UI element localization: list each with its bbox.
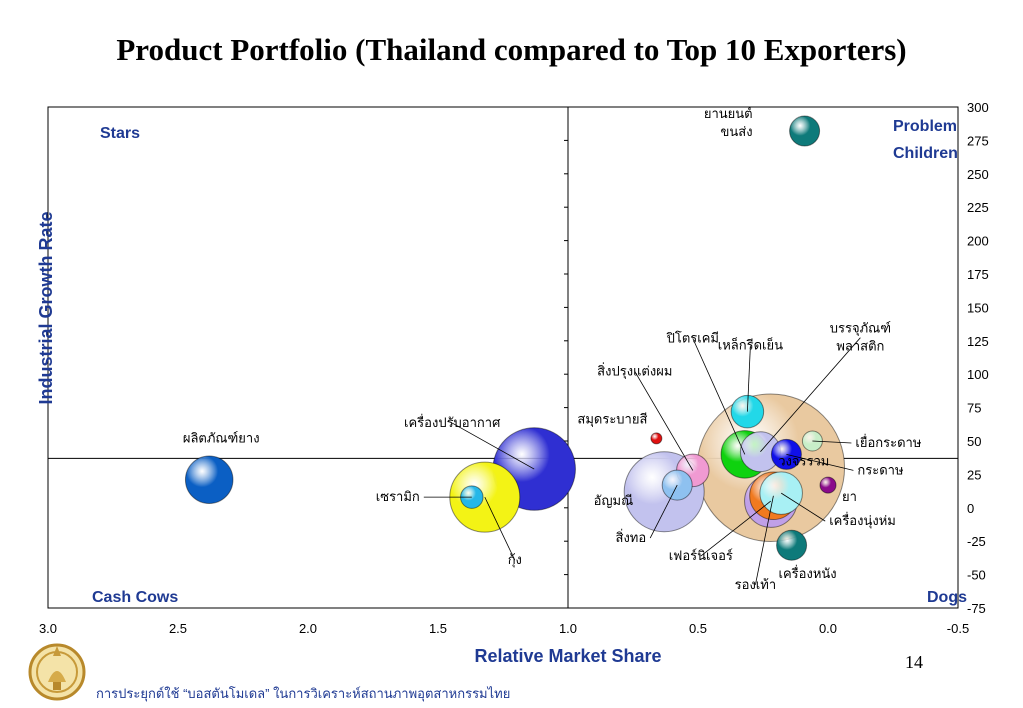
x-tick-label: 1.5 xyxy=(429,621,447,636)
y-axis-title: Industrial Growth Rate xyxy=(36,211,56,405)
quadrant-cash-cows-label: Cash Cows xyxy=(92,589,179,606)
bubble-label: พลาสติก xyxy=(836,340,884,355)
label-leader-line xyxy=(786,453,854,471)
bubble-label: กุ้ง xyxy=(508,553,522,568)
label-leader-line xyxy=(692,338,746,455)
slide-title: Product Portfolio (Thailand compared to … xyxy=(116,32,907,67)
x-tick-label: 0.5 xyxy=(689,621,707,636)
royal-seal-icon xyxy=(28,643,86,701)
y-tick-label: 50 xyxy=(967,434,981,449)
bubble-label: อัญมณี xyxy=(594,493,634,509)
bubble-point xyxy=(184,455,234,504)
label-leader-line xyxy=(747,345,751,412)
y-tick-label: 275 xyxy=(967,133,989,148)
x-tick-label: 0.0 xyxy=(819,621,837,636)
x-axis-title: Relative Market Share xyxy=(474,646,662,666)
x-tick-label: 2.0 xyxy=(299,621,317,636)
bubble-label: เครื่องปรับอากาศ xyxy=(404,414,501,431)
label-leader-line xyxy=(780,492,826,522)
y-tick-label: 175 xyxy=(967,267,989,282)
y-tick-label: -50 xyxy=(967,568,986,583)
bubble-point xyxy=(650,432,663,445)
y-tick-label: 100 xyxy=(967,367,989,382)
bubble-label: ยา xyxy=(842,490,857,505)
label-leader-line xyxy=(812,440,852,444)
bubble-label: บรรจุภัณฑ์ xyxy=(830,321,891,337)
label-leader-line xyxy=(634,371,694,471)
label-leader-line xyxy=(755,495,774,585)
label-leader-line xyxy=(649,484,678,539)
y-tick-label: 75 xyxy=(967,401,981,416)
y-tick-label: 150 xyxy=(967,300,989,315)
bubble-label: ยานยนต์ xyxy=(704,106,753,122)
bubble-label: ปิโตรเคมี xyxy=(666,330,719,346)
x-tick-label: -0.5 xyxy=(947,621,969,636)
bubble-label: ผลิตภัณฑ์ยาง xyxy=(183,431,260,447)
bubble-label: เฟอร์นิเจอร์ xyxy=(669,548,733,564)
label-leader-line xyxy=(484,496,516,561)
quadrant-problem-children-label-line2: Children xyxy=(893,145,958,162)
label-leader-line xyxy=(452,422,535,470)
bubble-point xyxy=(789,115,821,147)
x-tick-label: 2.5 xyxy=(169,621,187,636)
y-tick-label: 125 xyxy=(967,334,989,349)
page-number: 14 xyxy=(905,652,923,672)
plot-area-frame xyxy=(47,106,959,609)
bubble-label: สิ่งทอ xyxy=(615,529,646,546)
y-tick-label: 25 xyxy=(967,467,981,482)
y-tick-label: 300 xyxy=(967,100,989,115)
quadrant-dogs-label: Dogs xyxy=(927,589,967,606)
y-tick-label: 200 xyxy=(967,234,989,249)
y-tick-label: 0 xyxy=(967,501,974,516)
bubble-point xyxy=(776,529,808,561)
footer-text: การประยุกต์ใช้ “บอสตันโมเดล” ในการวิเครา… xyxy=(96,686,511,701)
y-tick-label: 225 xyxy=(967,200,989,215)
y-tick-label: -75 xyxy=(967,601,986,616)
quadrant-problem-children-label-line1: Problem xyxy=(893,118,958,135)
bubble-label: เครื่องนุ่งห่ม xyxy=(829,512,896,529)
bubble-label: รองเท้า xyxy=(735,578,776,593)
label-leader-line xyxy=(700,500,772,557)
bubble-label: วงจรรวม xyxy=(778,455,829,470)
bubble-label: ขนส่ง xyxy=(721,125,753,140)
y-tick-label: 250 xyxy=(967,167,989,182)
y-tick-label: -25 xyxy=(967,534,986,549)
bubble-label: กระดาษ xyxy=(857,463,904,478)
bubble-label: เซรามิก xyxy=(376,490,420,505)
x-tick-label: 3.0 xyxy=(39,621,57,636)
bubble-label: เครื่องหนัง xyxy=(779,565,837,582)
label-leader-line xyxy=(760,337,861,452)
bubble-point xyxy=(819,476,837,494)
bubble-label: เยื่อกระดาษ xyxy=(855,434,921,451)
bubble-label: สมุดระบายสี xyxy=(577,411,647,427)
x-tick-label: 1.0 xyxy=(559,621,577,636)
bubble-label: สิ่งปรุงแต่งผม xyxy=(597,362,672,379)
quadrant-stars-label: Stars xyxy=(100,125,141,142)
bubble-label: เหล็กรีดเย็น xyxy=(718,336,783,354)
